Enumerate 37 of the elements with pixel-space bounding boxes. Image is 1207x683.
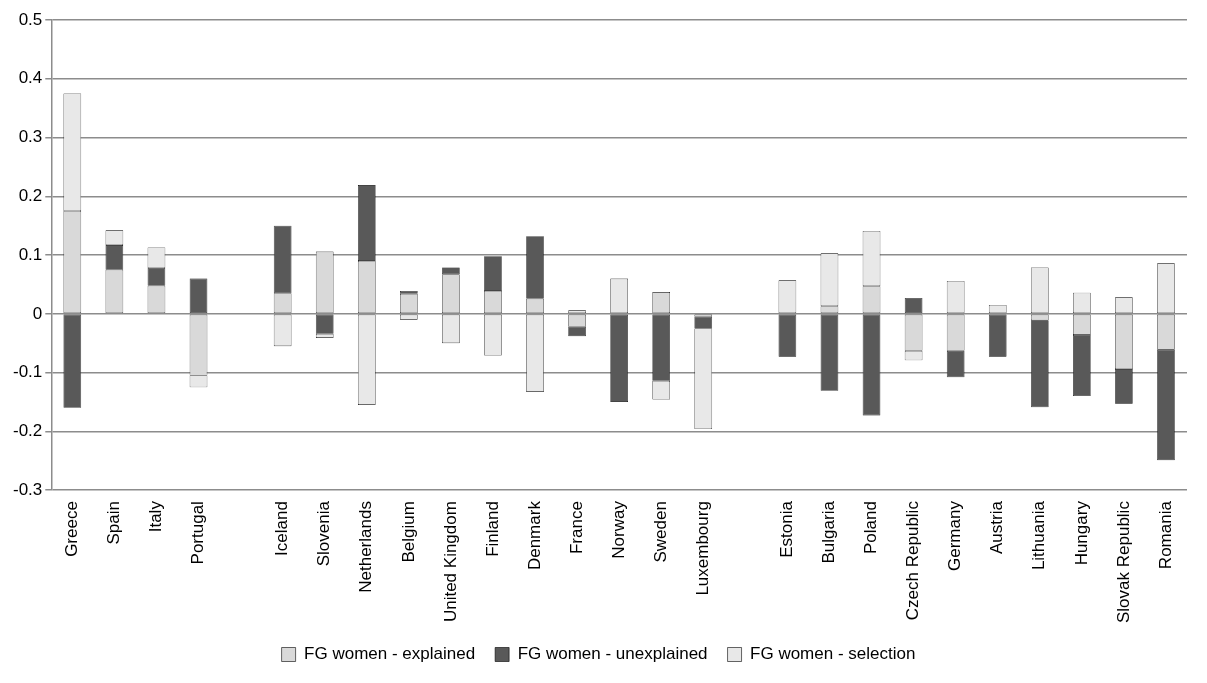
x-tick-label: Spain [104,501,124,545]
x-tick-label: Greece [62,501,82,557]
legend-label: FG women - explained [304,644,476,664]
x-tick-label: Slovenia [314,500,334,567]
y-tick-label: 0.4 [18,68,43,88]
y-tick-label: -0.2 [13,421,43,441]
y-tick-label: 0.3 [18,127,43,147]
x-tick-label: Norway [608,500,628,559]
x-tick-label: Italy [146,500,166,533]
x-tick-label: Denmark [524,500,544,571]
y-tick-label: 0.1 [18,244,43,264]
x-tick-label: Finland [482,501,502,557]
x-tick-label: Lithuania [1029,500,1049,571]
y-tick-label: -0.3 [13,479,43,499]
y-tick-label: -0.1 [13,362,43,382]
legend-label: FG women - unexplained [517,644,708,664]
y-tick-label: 0 [32,303,43,323]
x-tick-label: Austria [987,500,1007,555]
x-tick-label: France [566,501,586,555]
x-tick-label: Bulgaria [819,500,839,564]
x-tick-label: Germany [945,500,965,572]
x-tick-label: Hungary [1071,500,1091,566]
x-tick-label: Romania [1155,500,1175,570]
x-tick-label: Netherlands [356,501,376,593]
x-tick-label: Luxembourg [692,501,712,596]
x-tick-label: Slovak Republic [1113,500,1133,624]
x-tick-label: Poland [861,501,881,555]
x-tick-label: Portugal [188,501,208,565]
y-tick-label: 0.2 [18,185,43,205]
x-tick-label: Czech Republic [903,500,923,621]
x-tick-label: Iceland [272,501,292,556]
x-tick-label: Estonia [777,500,797,558]
y-tick-label: 0.5 [18,9,43,29]
x-tick-label: Sweden [650,501,670,563]
x-tick-label: Belgium [398,501,418,563]
legend-label: FG women - selection [750,644,916,664]
x-tick-label: United Kingdom [440,501,460,623]
